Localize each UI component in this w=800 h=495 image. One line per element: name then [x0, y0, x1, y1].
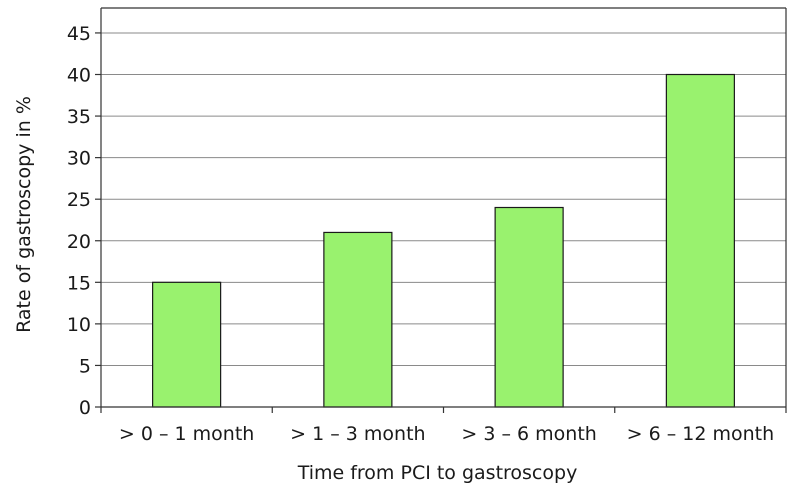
x-tick-labels: > 0 – 1 month > 1 – 3 month > 3 – 6 month >…: [119, 423, 774, 445]
y-tick-label: 25: [67, 189, 91, 211]
y-tick-label: 0: [79, 397, 91, 419]
y-tick-label: 40: [67, 65, 91, 87]
bars: [152, 73, 735, 408]
x-tick-label: > 1 – 3 month: [290, 423, 425, 445]
y-axis-title: Rate of gastroscopy in %: [13, 96, 35, 333]
y-tick-label: 30: [67, 148, 91, 170]
y-tick-labels: 0 5 10 15 20 25 30 35 40 45: [67, 23, 91, 419]
x-axis-title: Time from PCI to gastroscopy: [297, 462, 578, 484]
bar-2: [323, 231, 393, 408]
x-tick-label: > 3 – 6 month: [461, 423, 596, 445]
y-tick-label: 5: [79, 355, 91, 377]
x-tick-label: > 0 – 1 month: [119, 423, 254, 445]
bar-3: [494, 206, 564, 408]
axes: [95, 7, 787, 413]
bar-4: [665, 73, 735, 408]
bar-1: [152, 281, 222, 408]
x-tick-label: > 6 – 12 month: [627, 423, 775, 445]
y-tick-label: 20: [67, 231, 91, 253]
y-tick-label: 35: [67, 106, 91, 128]
y-tick-label: 45: [67, 23, 91, 45]
y-tick-label: 15: [67, 272, 91, 294]
y-tick-label: 10: [67, 314, 91, 336]
